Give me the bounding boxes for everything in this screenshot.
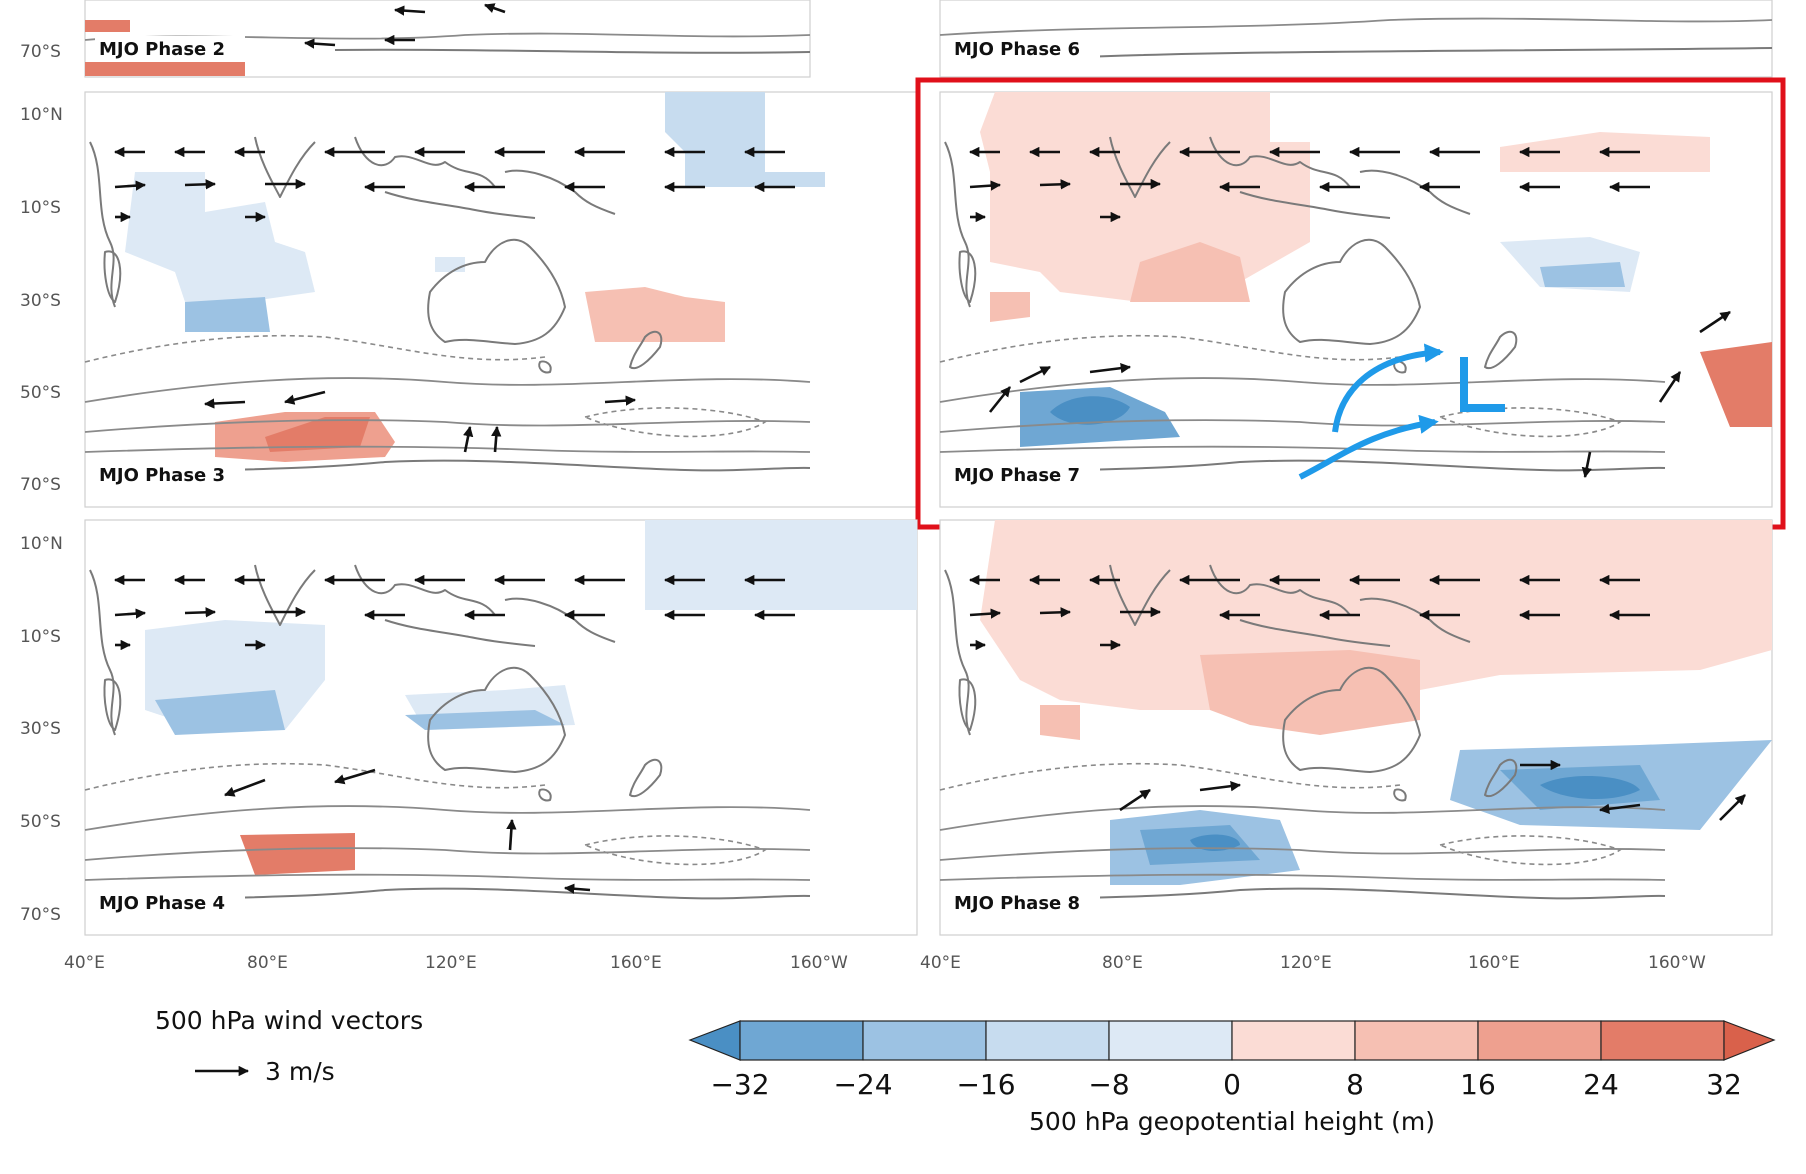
svg-text:10°N: 10°N [20, 534, 63, 554]
panel-label-phase-7: MJO Phase 7 [954, 465, 1080, 486]
latitude-axis-left: 70°S 10°N 10°S 30°S 50°S 70°S 10°N 10°S … [20, 42, 63, 925]
svg-text:80°E: 80°E [1102, 953, 1143, 973]
svg-text:50°S: 50°S [20, 383, 61, 403]
svg-text:120°E: 120°E [425, 953, 477, 973]
svg-text:40°E: 40°E [64, 953, 105, 973]
panel-phase-7: L MJO Phase 7 [939, 91, 1773, 508]
svg-text:160°E: 160°E [610, 953, 662, 973]
svg-text:160°W: 160°W [790, 953, 848, 973]
panel-label-phase-8: MJO Phase 8 [954, 893, 1080, 914]
panel-phase-8: MJO Phase 8 [939, 519, 1773, 936]
svg-text:−32: −32 [710, 1068, 769, 1101]
svg-text:10°N: 10°N [20, 105, 63, 125]
svg-text:30°S: 30°S [20, 291, 61, 311]
svg-text:10°S: 10°S [20, 198, 61, 218]
svg-text:24: 24 [1583, 1068, 1619, 1101]
svg-text:50°S: 50°S [20, 812, 61, 832]
panel-label-phase-3: MJO Phase 3 [99, 465, 225, 486]
svg-text:−8: −8 [1088, 1068, 1129, 1101]
panel-label-phase-6: MJO Phase 6 [954, 39, 1080, 60]
svg-text:70°S: 70°S [20, 42, 61, 62]
wind-legend-reference: 3 m/s [265, 1057, 335, 1086]
svg-text:−16: −16 [956, 1068, 1015, 1101]
svg-text:8: 8 [1346, 1068, 1364, 1101]
svg-text:0: 0 [1223, 1068, 1241, 1101]
svg-text:160°E: 160°E [1468, 953, 1520, 973]
svg-text:40°E: 40°E [920, 953, 961, 973]
panel-phase-3: MJO Phase 3 [84, 91, 918, 508]
svg-text:10°S: 10°S [20, 627, 61, 647]
longitude-axis-left: 40°E 80°E 120°E 160°E 160°W [64, 953, 848, 973]
longitude-axis-right: 40°E 80°E 120°E 160°E 160°W [920, 953, 1706, 973]
svg-text:−24: −24 [833, 1068, 892, 1101]
svg-text:120°E: 120°E [1280, 953, 1332, 973]
panel-phase-4: MJO Phase 4 [84, 519, 918, 936]
wind-vector-legend: 500 hPa wind vectors 3 m/s [155, 1006, 423, 1086]
svg-text:70°S: 70°S [20, 475, 61, 495]
svg-text:16: 16 [1460, 1068, 1496, 1101]
colorbar-title: 500 hPa geopotential height (m) [1029, 1107, 1435, 1136]
svg-text:80°E: 80°E [247, 953, 288, 973]
svg-text:30°S: 30°S [20, 719, 61, 739]
panel-phase-6: MJO Phase 6 [939, 0, 1773, 78]
svg-text:32: 32 [1706, 1068, 1742, 1101]
panel-label-phase-2: MJO Phase 2 [99, 39, 225, 60]
panel-phase-2: MJO Phase 2 [84, 0, 811, 78]
svg-text:160°W: 160°W [1648, 953, 1706, 973]
wind-legend-title: 500 hPa wind vectors [155, 1006, 423, 1035]
svg-text:70°S: 70°S [20, 905, 61, 925]
panel-label-phase-4: MJO Phase 4 [99, 893, 225, 914]
colorbar: −32 −24 −16 −8 0 8 16 24 32 500 hPa geop… [688, 1020, 1776, 1136]
